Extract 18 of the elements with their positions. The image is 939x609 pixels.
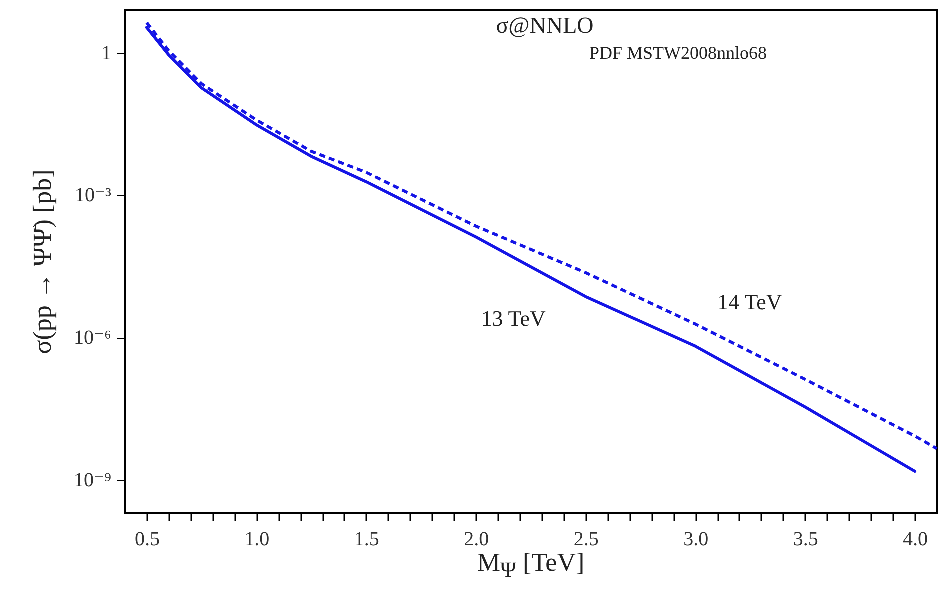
y-tick-label: 10⁻³ bbox=[74, 184, 112, 207]
x-tick-label: 2.0 bbox=[464, 528, 490, 550]
x-tick-label: 0.5 bbox=[134, 528, 160, 550]
text: PDF MSTW2008nnlo68 bbox=[589, 43, 767, 63]
x-tick-label: 3.5 bbox=[793, 528, 818, 550]
x-tick-label: 4.0 bbox=[903, 528, 928, 550]
x-tick-label: 1.5 bbox=[354, 528, 380, 550]
text: 1.0 bbox=[244, 528, 270, 550]
chart-title: σ@NNLO bbox=[496, 13, 594, 38]
y-tick-label: 10⁻⁹ bbox=[74, 469, 112, 492]
y-axis-title: σ(pp → ΨΨ̄) [pb] bbox=[28, 170, 57, 354]
series-label: 13 TeV bbox=[481, 306, 546, 331]
series-label: 14 TeV bbox=[718, 289, 782, 314]
y-tick-label: 10⁻⁶ bbox=[74, 327, 112, 350]
y-tick-label: 1 bbox=[102, 42, 112, 64]
x-tick-label: 3.0 bbox=[684, 528, 709, 550]
x-tick-label: 2.5 bbox=[574, 528, 599, 550]
x-axis-title: M$_{Ψ}$ [TeV] bbox=[477, 548, 585, 582]
